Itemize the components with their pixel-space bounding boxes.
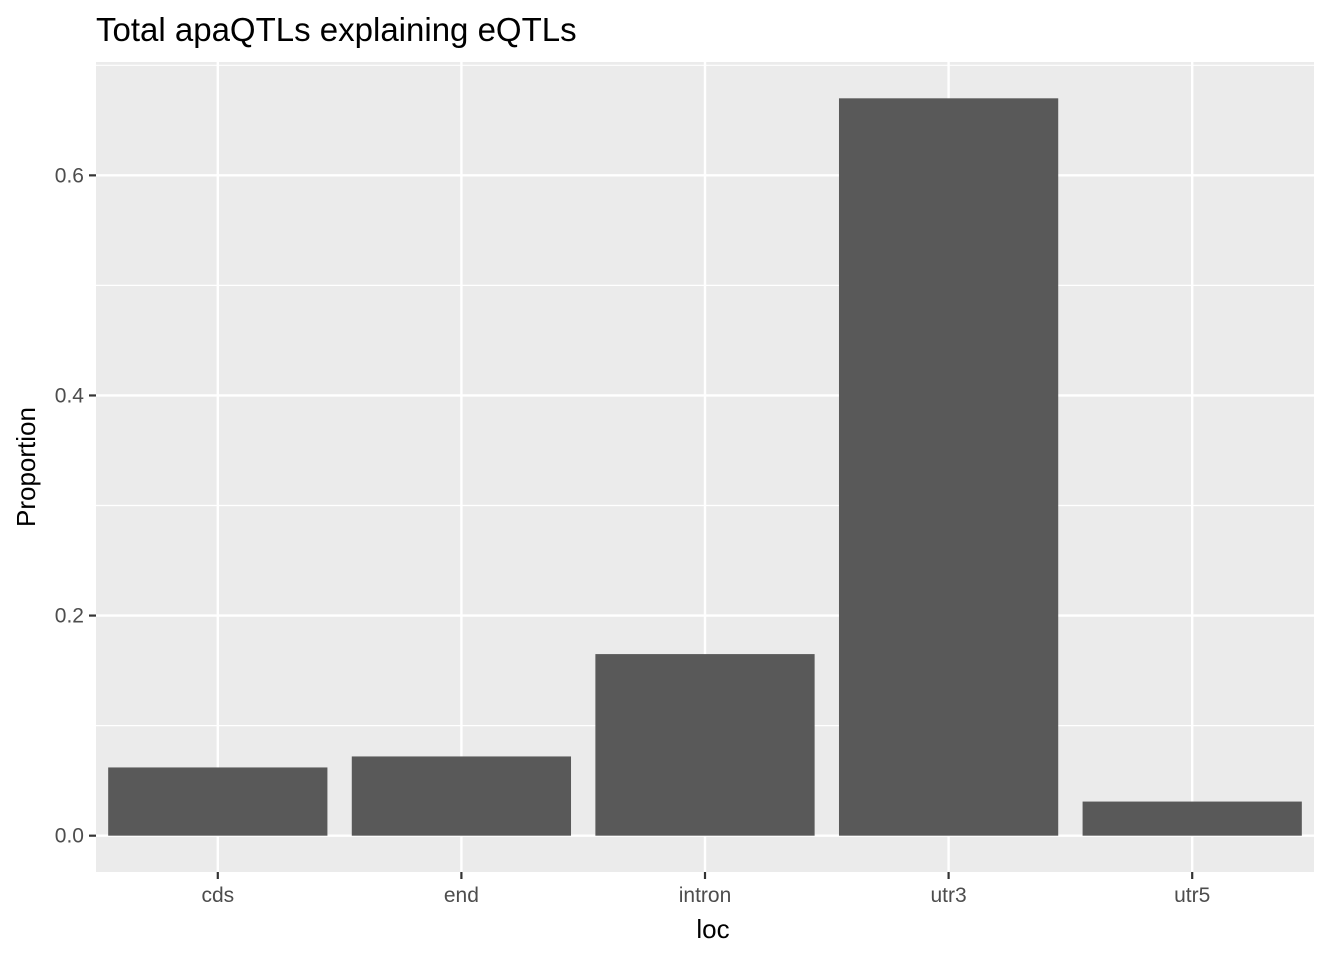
x-axis-title: loc [696,914,729,944]
bar-utr3 [838,98,1059,836]
x-axis: cds end intron utr3 utr5 [201,872,1210,907]
x-tick-label-end: end [444,884,479,907]
y-tick-label: 0.0 [55,825,84,848]
y-axis-title: Proportion [11,407,41,527]
y-tick-label: 0.6 [55,164,84,187]
bar-intron [595,654,815,836]
x-tick-label-cds: cds [201,884,234,907]
y-tick-label: 0.4 [55,384,85,407]
x-tick-label-utr3: utr3 [931,884,967,907]
bar-utr5 [1082,801,1302,836]
chart-title: Total apaQTLs explaining eQTLs [96,11,577,48]
bar-cds [108,767,328,836]
x-tick-label-utr5: utr5 [1174,884,1210,907]
bar-end [351,756,572,836]
y-tick-label: 0.2 [55,605,84,628]
bars-group [108,98,1302,836]
y-axis: 0.0 0.2 0.4 0.6 [55,164,96,848]
x-tick-label-intron: intron [679,884,732,907]
